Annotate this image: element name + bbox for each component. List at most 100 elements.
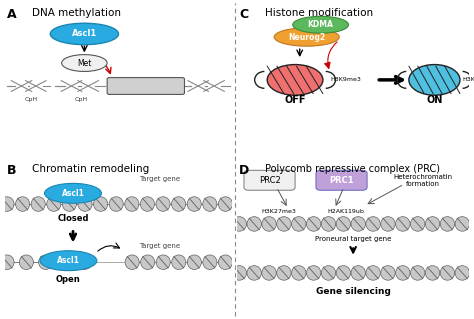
- Ellipse shape: [425, 266, 440, 280]
- Ellipse shape: [58, 255, 72, 270]
- Text: Closed: Closed: [57, 214, 89, 223]
- Ellipse shape: [172, 255, 186, 270]
- Ellipse shape: [140, 197, 155, 211]
- Ellipse shape: [351, 217, 365, 231]
- Text: H2AK119ub: H2AK119ub: [328, 209, 365, 214]
- Ellipse shape: [232, 266, 246, 280]
- Ellipse shape: [45, 183, 101, 203]
- Ellipse shape: [62, 55, 107, 71]
- Ellipse shape: [366, 217, 380, 231]
- Ellipse shape: [109, 197, 123, 211]
- Text: B: B: [7, 164, 17, 177]
- Ellipse shape: [39, 255, 53, 270]
- Text: Proneural target gene: Proneural target gene: [315, 236, 392, 242]
- Ellipse shape: [321, 266, 336, 280]
- Text: Gene silencing: Gene silencing: [316, 287, 391, 296]
- FancyBboxPatch shape: [107, 78, 184, 94]
- Text: KDMA: KDMA: [308, 20, 334, 29]
- Ellipse shape: [455, 266, 469, 280]
- FancyBboxPatch shape: [316, 170, 367, 190]
- Ellipse shape: [425, 217, 440, 231]
- Ellipse shape: [156, 197, 170, 211]
- Ellipse shape: [321, 217, 336, 231]
- Text: Heterochromatin
formation: Heterochromatin formation: [393, 174, 452, 187]
- FancyBboxPatch shape: [244, 170, 295, 190]
- Ellipse shape: [336, 217, 351, 231]
- Text: CpH: CpH: [24, 97, 37, 102]
- Text: PRC1: PRC1: [329, 176, 354, 185]
- Text: Ascl1: Ascl1: [62, 189, 84, 198]
- Text: H3K9: H3K9: [462, 78, 474, 82]
- Text: Target gene: Target gene: [139, 243, 180, 249]
- Ellipse shape: [440, 217, 455, 231]
- Ellipse shape: [232, 217, 246, 231]
- Ellipse shape: [203, 255, 217, 270]
- Ellipse shape: [247, 217, 261, 231]
- Ellipse shape: [277, 217, 291, 231]
- Text: Ascl1: Ascl1: [72, 29, 97, 39]
- Ellipse shape: [203, 197, 217, 211]
- Ellipse shape: [381, 217, 395, 231]
- Ellipse shape: [396, 266, 410, 280]
- Text: Open: Open: [56, 275, 81, 284]
- Ellipse shape: [410, 266, 425, 280]
- Ellipse shape: [141, 255, 155, 270]
- Ellipse shape: [187, 255, 201, 270]
- Text: Neurog2: Neurog2: [288, 33, 325, 41]
- Ellipse shape: [219, 255, 232, 270]
- Ellipse shape: [125, 255, 139, 270]
- Ellipse shape: [292, 266, 306, 280]
- Ellipse shape: [292, 217, 306, 231]
- Text: Target gene: Target gene: [125, 83, 166, 89]
- Text: DNA methylation: DNA methylation: [32, 8, 121, 18]
- Text: Target gene: Target gene: [139, 176, 180, 182]
- Text: Met: Met: [77, 58, 91, 68]
- Text: Histone modification: Histone modification: [265, 8, 373, 18]
- Ellipse shape: [277, 266, 291, 280]
- Ellipse shape: [40, 251, 97, 271]
- Text: Ascl1: Ascl1: [57, 256, 80, 265]
- Ellipse shape: [307, 266, 321, 280]
- Ellipse shape: [219, 197, 232, 211]
- Ellipse shape: [16, 197, 30, 211]
- Text: A: A: [7, 8, 17, 21]
- Ellipse shape: [156, 255, 170, 270]
- Ellipse shape: [381, 266, 395, 280]
- Text: CpH: CpH: [74, 97, 88, 102]
- Text: OFF: OFF: [284, 95, 306, 105]
- Ellipse shape: [93, 197, 108, 211]
- Text: C: C: [239, 8, 248, 21]
- Ellipse shape: [396, 217, 410, 231]
- Ellipse shape: [351, 266, 365, 280]
- Text: D: D: [239, 164, 250, 177]
- Ellipse shape: [31, 197, 46, 211]
- Ellipse shape: [293, 16, 348, 33]
- Text: H3K9me3: H3K9me3: [330, 78, 361, 82]
- Ellipse shape: [267, 64, 323, 95]
- Ellipse shape: [125, 197, 139, 211]
- Ellipse shape: [274, 28, 339, 46]
- Text: Chromatin remodeling: Chromatin remodeling: [32, 164, 149, 174]
- Ellipse shape: [247, 266, 261, 280]
- Ellipse shape: [307, 217, 321, 231]
- Text: H3K27me3: H3K27me3: [261, 209, 296, 214]
- Ellipse shape: [455, 217, 469, 231]
- Ellipse shape: [366, 266, 380, 280]
- Ellipse shape: [47, 197, 61, 211]
- Ellipse shape: [63, 197, 76, 211]
- Text: Polycomb repressive complex (PRC): Polycomb repressive complex (PRC): [265, 164, 440, 174]
- Ellipse shape: [172, 197, 186, 211]
- Ellipse shape: [78, 197, 92, 211]
- Ellipse shape: [0, 255, 14, 270]
- Ellipse shape: [0, 197, 14, 211]
- Ellipse shape: [262, 217, 276, 231]
- Ellipse shape: [187, 197, 201, 211]
- Text: PRC2: PRC2: [259, 176, 281, 185]
- Ellipse shape: [50, 23, 119, 45]
- Ellipse shape: [409, 64, 460, 95]
- Ellipse shape: [440, 266, 455, 280]
- Ellipse shape: [336, 266, 351, 280]
- Text: ON: ON: [426, 95, 443, 105]
- Ellipse shape: [410, 217, 425, 231]
- Ellipse shape: [19, 255, 33, 270]
